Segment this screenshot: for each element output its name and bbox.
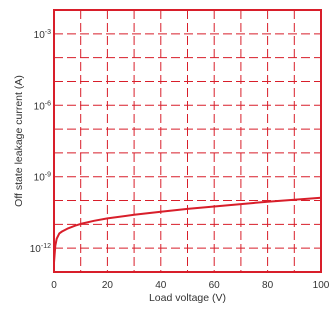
y-tick-label: 10-9: [34, 172, 51, 184]
x-axis-title: Load voltage (V): [149, 292, 226, 304]
y-tick-labels: 10-12 10-9 10-6 10-3: [30, 29, 51, 255]
curve-layer: [53, 196, 322, 263]
x-tick-label: 100: [313, 280, 330, 291]
leakage-current-line: [53, 196, 322, 263]
y-tick-label: 10-12: [30, 243, 51, 255]
x-tick-label: 20: [102, 280, 114, 291]
y-tick-label: 10-6: [34, 100, 51, 112]
x-tick-labels: 0 20 40 60 80 100: [51, 280, 330, 291]
grid: [54, 10, 321, 272]
y-axis-title: Off state leakage current (A): [13, 75, 25, 207]
x-tick-label: 80: [262, 280, 274, 291]
x-tick-label: 40: [155, 280, 167, 291]
y-tick-label: 10-3: [34, 29, 51, 41]
x-tick-label: 0: [51, 280, 57, 291]
plot-frame: [53, 9, 322, 273]
x-tick-label: 60: [209, 280, 221, 291]
